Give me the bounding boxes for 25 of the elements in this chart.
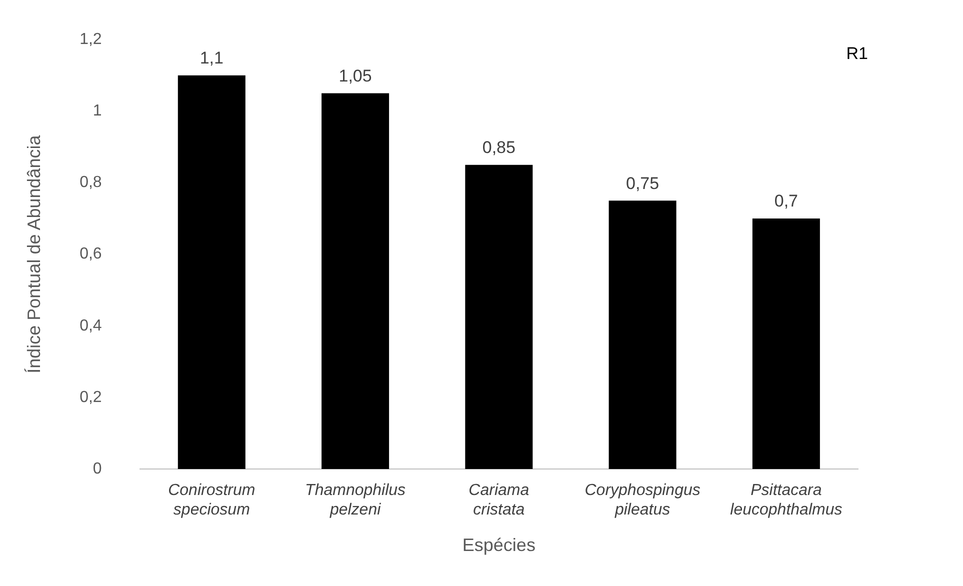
bar	[752, 218, 820, 469]
bar	[465, 164, 533, 469]
bar	[178, 75, 246, 469]
x-tick-label: Thamnophilus pelzeni	[305, 482, 406, 518]
bar	[608, 200, 676, 469]
y-tick-label: 1,2	[80, 31, 102, 48]
data-label: 1,1	[200, 48, 224, 68]
data-label: 1,05	[338, 66, 372, 86]
data-label: 0,85	[482, 138, 516, 158]
y-axis-title: Índice Pontual de Abundância	[24, 134, 44, 374]
y-tick-label: 1	[92, 102, 102, 120]
x-tick-label: Conirostrum speciosum	[168, 482, 256, 518]
annotation: R1	[846, 44, 868, 64]
y-tick-label: 0,2	[80, 388, 102, 406]
y-tick-label: 0	[92, 460, 102, 478]
data-label: 0,7	[774, 192, 798, 211]
x-axis-title: Espécies	[462, 535, 536, 556]
y-tick-label: 0,6	[80, 246, 102, 263]
y-tick-label: 0,4	[80, 317, 102, 334]
x-tick-label: Cariama cristata	[468, 482, 530, 518]
y-tick-label: 0,8	[80, 174, 102, 192]
data-label: 0,75	[626, 174, 660, 193]
x-tick-label: Psittacara leucophthalmus	[730, 482, 842, 518]
bar	[322, 93, 390, 469]
x-tick-label: Coryphospingus pileatus	[584, 482, 700, 518]
